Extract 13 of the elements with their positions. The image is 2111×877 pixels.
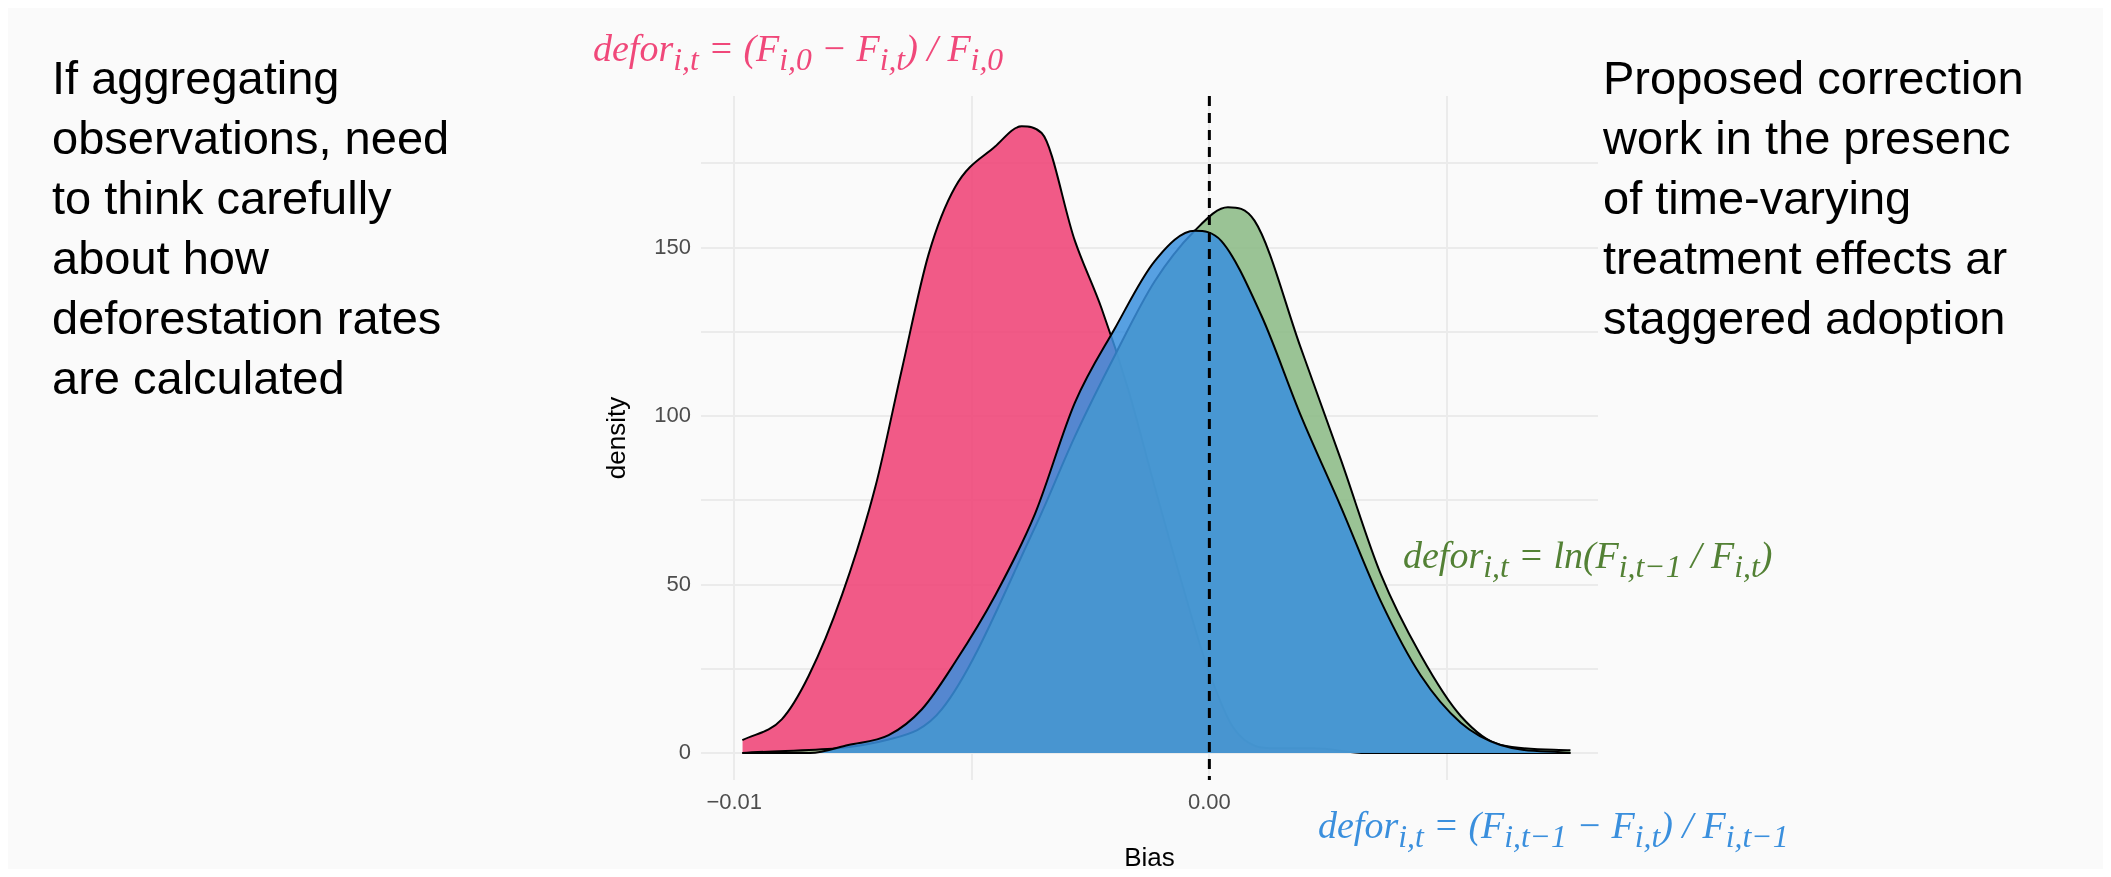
series-label: defor$_{i,t}$ = ln(F$_{i,t−1}$ / F$_{i,t}$) — [1403, 533, 1773, 585]
series-label: defor$_{i,t}$ = (F$_{i,0}$ − F$_{i,t}$) / F$_{i,0}$ — [593, 26, 1004, 78]
y-tick-label: 150 — [654, 233, 691, 259]
x-axis-title: Bias — [1124, 841, 1175, 872]
y-axis-title: density — [600, 396, 631, 480]
x-tick-label: −0.01 — [706, 789, 763, 815]
y-tick-label: 50 — [666, 570, 691, 596]
y-tick-label: 100 — [654, 402, 691, 428]
x-tick-label: 0.00 — [1187, 789, 1231, 815]
text: Proposed correction work in the presenc of time-varying treatment effects ar staggered adoption — [1603, 50, 2024, 346]
text: If aggregating observations, need to think carefully about how deforestation rates are calculated — [52, 50, 450, 406]
series-label: defor$_{i,t}$ = (F$_{i,t−1}$ − F$_{i,t}$) / F$_{i,t−1}$ — [1318, 803, 1789, 855]
y-tick-label: 0 — [678, 739, 691, 765]
